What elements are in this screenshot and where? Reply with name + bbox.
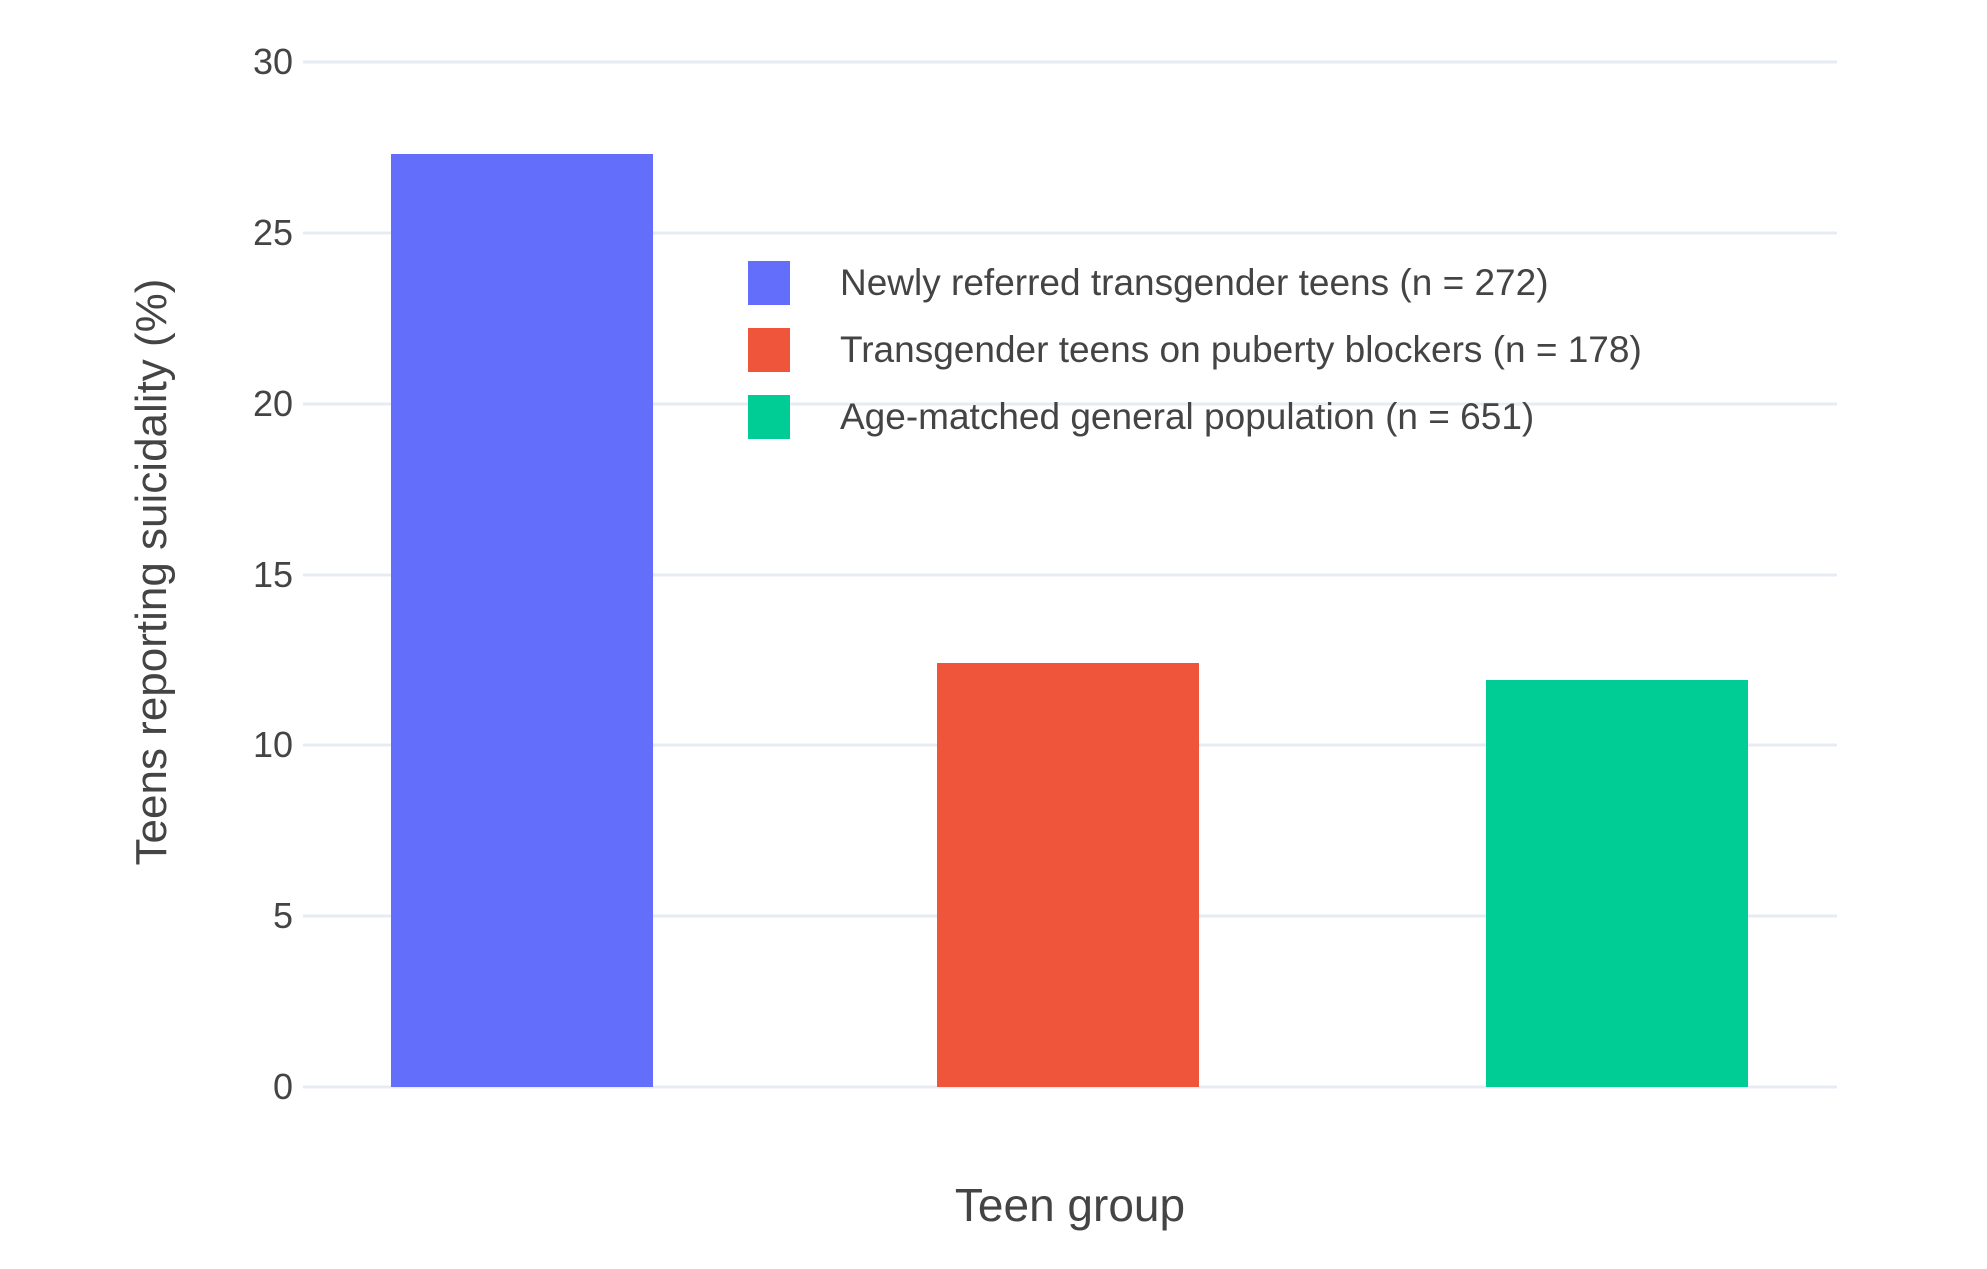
legend-item-puberty-blockers[interactable]: Transgender teens on puberty blockers (n…	[748, 328, 1642, 372]
bar-puberty-blockers[interactable]	[937, 663, 1200, 1087]
legend-item-newly-referred[interactable]: Newly referred transgender teens (n = 27…	[748, 261, 1642, 305]
y-tick-label-15: 15	[252, 553, 293, 595]
gridline-y-0	[303, 1085, 1837, 1089]
gridline-y-15	[303, 573, 1837, 576]
y-tick-label-0: 0	[272, 1066, 293, 1107]
gridline-y-25	[303, 231, 1837, 235]
legend-swatch-red	[748, 328, 790, 372]
y-tick-label-20: 20	[252, 382, 293, 424]
y-tick-label-25: 25	[252, 211, 293, 253]
legend-swatch-green	[748, 395, 790, 439]
y-tick-label-5: 5	[272, 895, 293, 937]
legend-item-general-population[interactable]: Age-matched general population (n = 651)	[748, 395, 1642, 439]
y-tick-label-10: 10	[252, 724, 293, 766]
plot-area	[303, 60, 1837, 1089]
legend-label: Age-matched general population (n = 651)	[840, 396, 1535, 437]
legend-swatch-blue	[748, 261, 790, 305]
y-axis-tick-labels: 0 5 10 15 20 25 30	[0, 44, 293, 1105]
legend: Newly referred transgender teens (n = 27…	[748, 261, 1642, 439]
legend-label: Transgender teens on puberty blockers (n…	[840, 329, 1642, 370]
y-tick-label-30: 30	[252, 41, 293, 82]
bar-general-population[interactable]	[1486, 680, 1749, 1087]
legend-label: Newly referred transgender teens (n = 27…	[840, 262, 1549, 303]
y-axis-title: Teens reporting suicidality (%)	[127, 278, 176, 866]
x-axis-title: Teen group	[954, 1179, 1186, 1231]
bar-newly-referred[interactable]	[391, 154, 654, 1087]
gridline-y-30	[303, 60, 1837, 64]
gridline-y-20	[303, 402, 1837, 406]
